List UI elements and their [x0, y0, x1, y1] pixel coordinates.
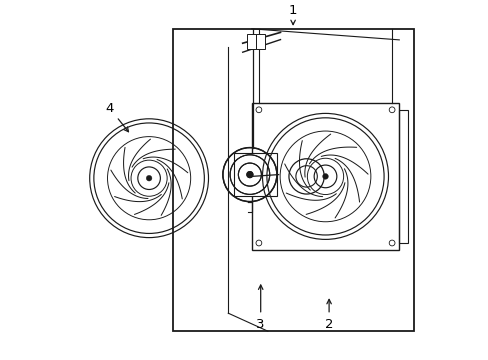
Bar — [247, 34, 256, 49]
Bar — [172, 29, 413, 331]
Circle shape — [322, 174, 327, 179]
Text: 1: 1 — [288, 4, 297, 24]
Bar — [233, 153, 276, 196]
Circle shape — [146, 175, 152, 181]
Text: 4: 4 — [105, 102, 128, 132]
Bar — [256, 34, 264, 49]
Circle shape — [246, 171, 253, 178]
Text: 2: 2 — [324, 300, 333, 330]
Circle shape — [246, 171, 253, 178]
Text: 3: 3 — [256, 285, 264, 330]
Bar — [251, 103, 399, 250]
Bar — [399, 110, 407, 243]
